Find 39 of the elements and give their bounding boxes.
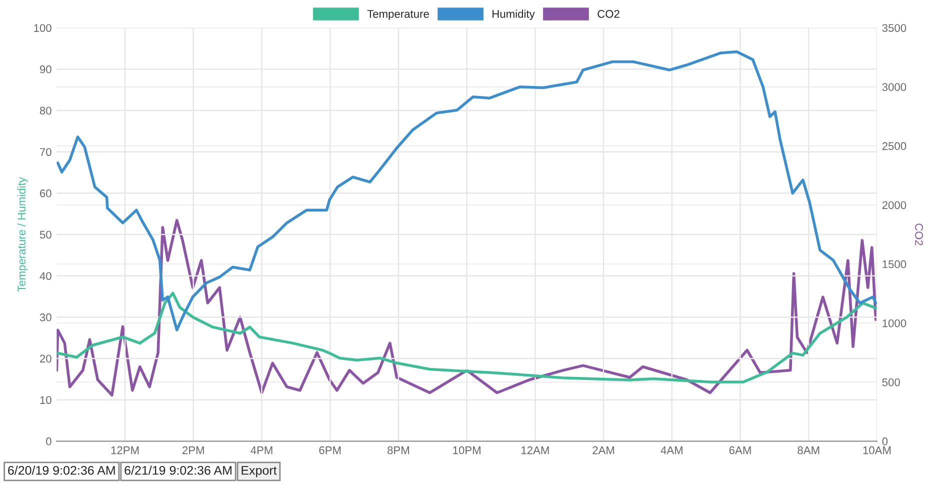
y-tick-label: 40	[40, 272, 52, 280]
y2-tick-label: 1500	[882, 260, 906, 268]
text: 6/20/19 9:02:36 AM	[8, 466, 115, 475]
x-tick-label: 2PM	[182, 446, 204, 454]
x-tick-label: 4AM	[660, 446, 682, 454]
x-tick-label: 6PM	[319, 446, 341, 454]
x-tick-label: 8PM	[388, 446, 409, 454]
y2-tick-label: 3500	[882, 24, 906, 32]
y2-tick-label: 2500	[882, 142, 906, 150]
y-tick-label: 20	[40, 354, 52, 363]
y-tick-label: 30	[40, 313, 52, 322]
x-tick-label: 10PM	[453, 446, 480, 454]
y-tick-label: 50	[40, 230, 52, 239]
y-tick-label: 90	[40, 65, 52, 74]
x-tick-label: 12AM	[522, 446, 549, 454]
y-tick-label: 0	[46, 437, 52, 446]
y2-tick-label: 2000	[882, 201, 906, 210]
x-tick-label: 6AM	[729, 446, 751, 454]
x-tick-label: 8AM	[798, 446, 820, 454]
y2-tick-label: 0	[882, 437, 888, 446]
y-tick-label: 100	[34, 24, 52, 32]
y-tick-label: 80	[40, 106, 52, 115]
y-tick-label: 10	[40, 396, 52, 404]
x-tick-label: 2AM	[592, 446, 614, 454]
x-tick-label: 10AM	[863, 446, 891, 454]
x-tick-label: 4PM	[250, 446, 272, 454]
y2-tick-label: 1000	[882, 319, 906, 328]
y-tick-label: 70	[40, 148, 52, 156]
y-tick-label: 60	[40, 189, 52, 198]
legend-label: Humidity	[492, 10, 535, 20]
y-axis-title: Temperature / Humidity	[17, 177, 28, 292]
y2-tick-label: 3000	[882, 83, 906, 91]
legend-label: CO2	[598, 10, 620, 18]
legend-label: Temperature	[367, 10, 429, 20]
text: Export	[242, 466, 277, 478]
text: 6/21/19 9:02:36 AM	[124, 466, 232, 475]
y2-tick-label: 500	[882, 378, 900, 386]
y2-axis-title: CO2	[915, 224, 923, 246]
x-tick-label: 12PM	[111, 446, 139, 454]
